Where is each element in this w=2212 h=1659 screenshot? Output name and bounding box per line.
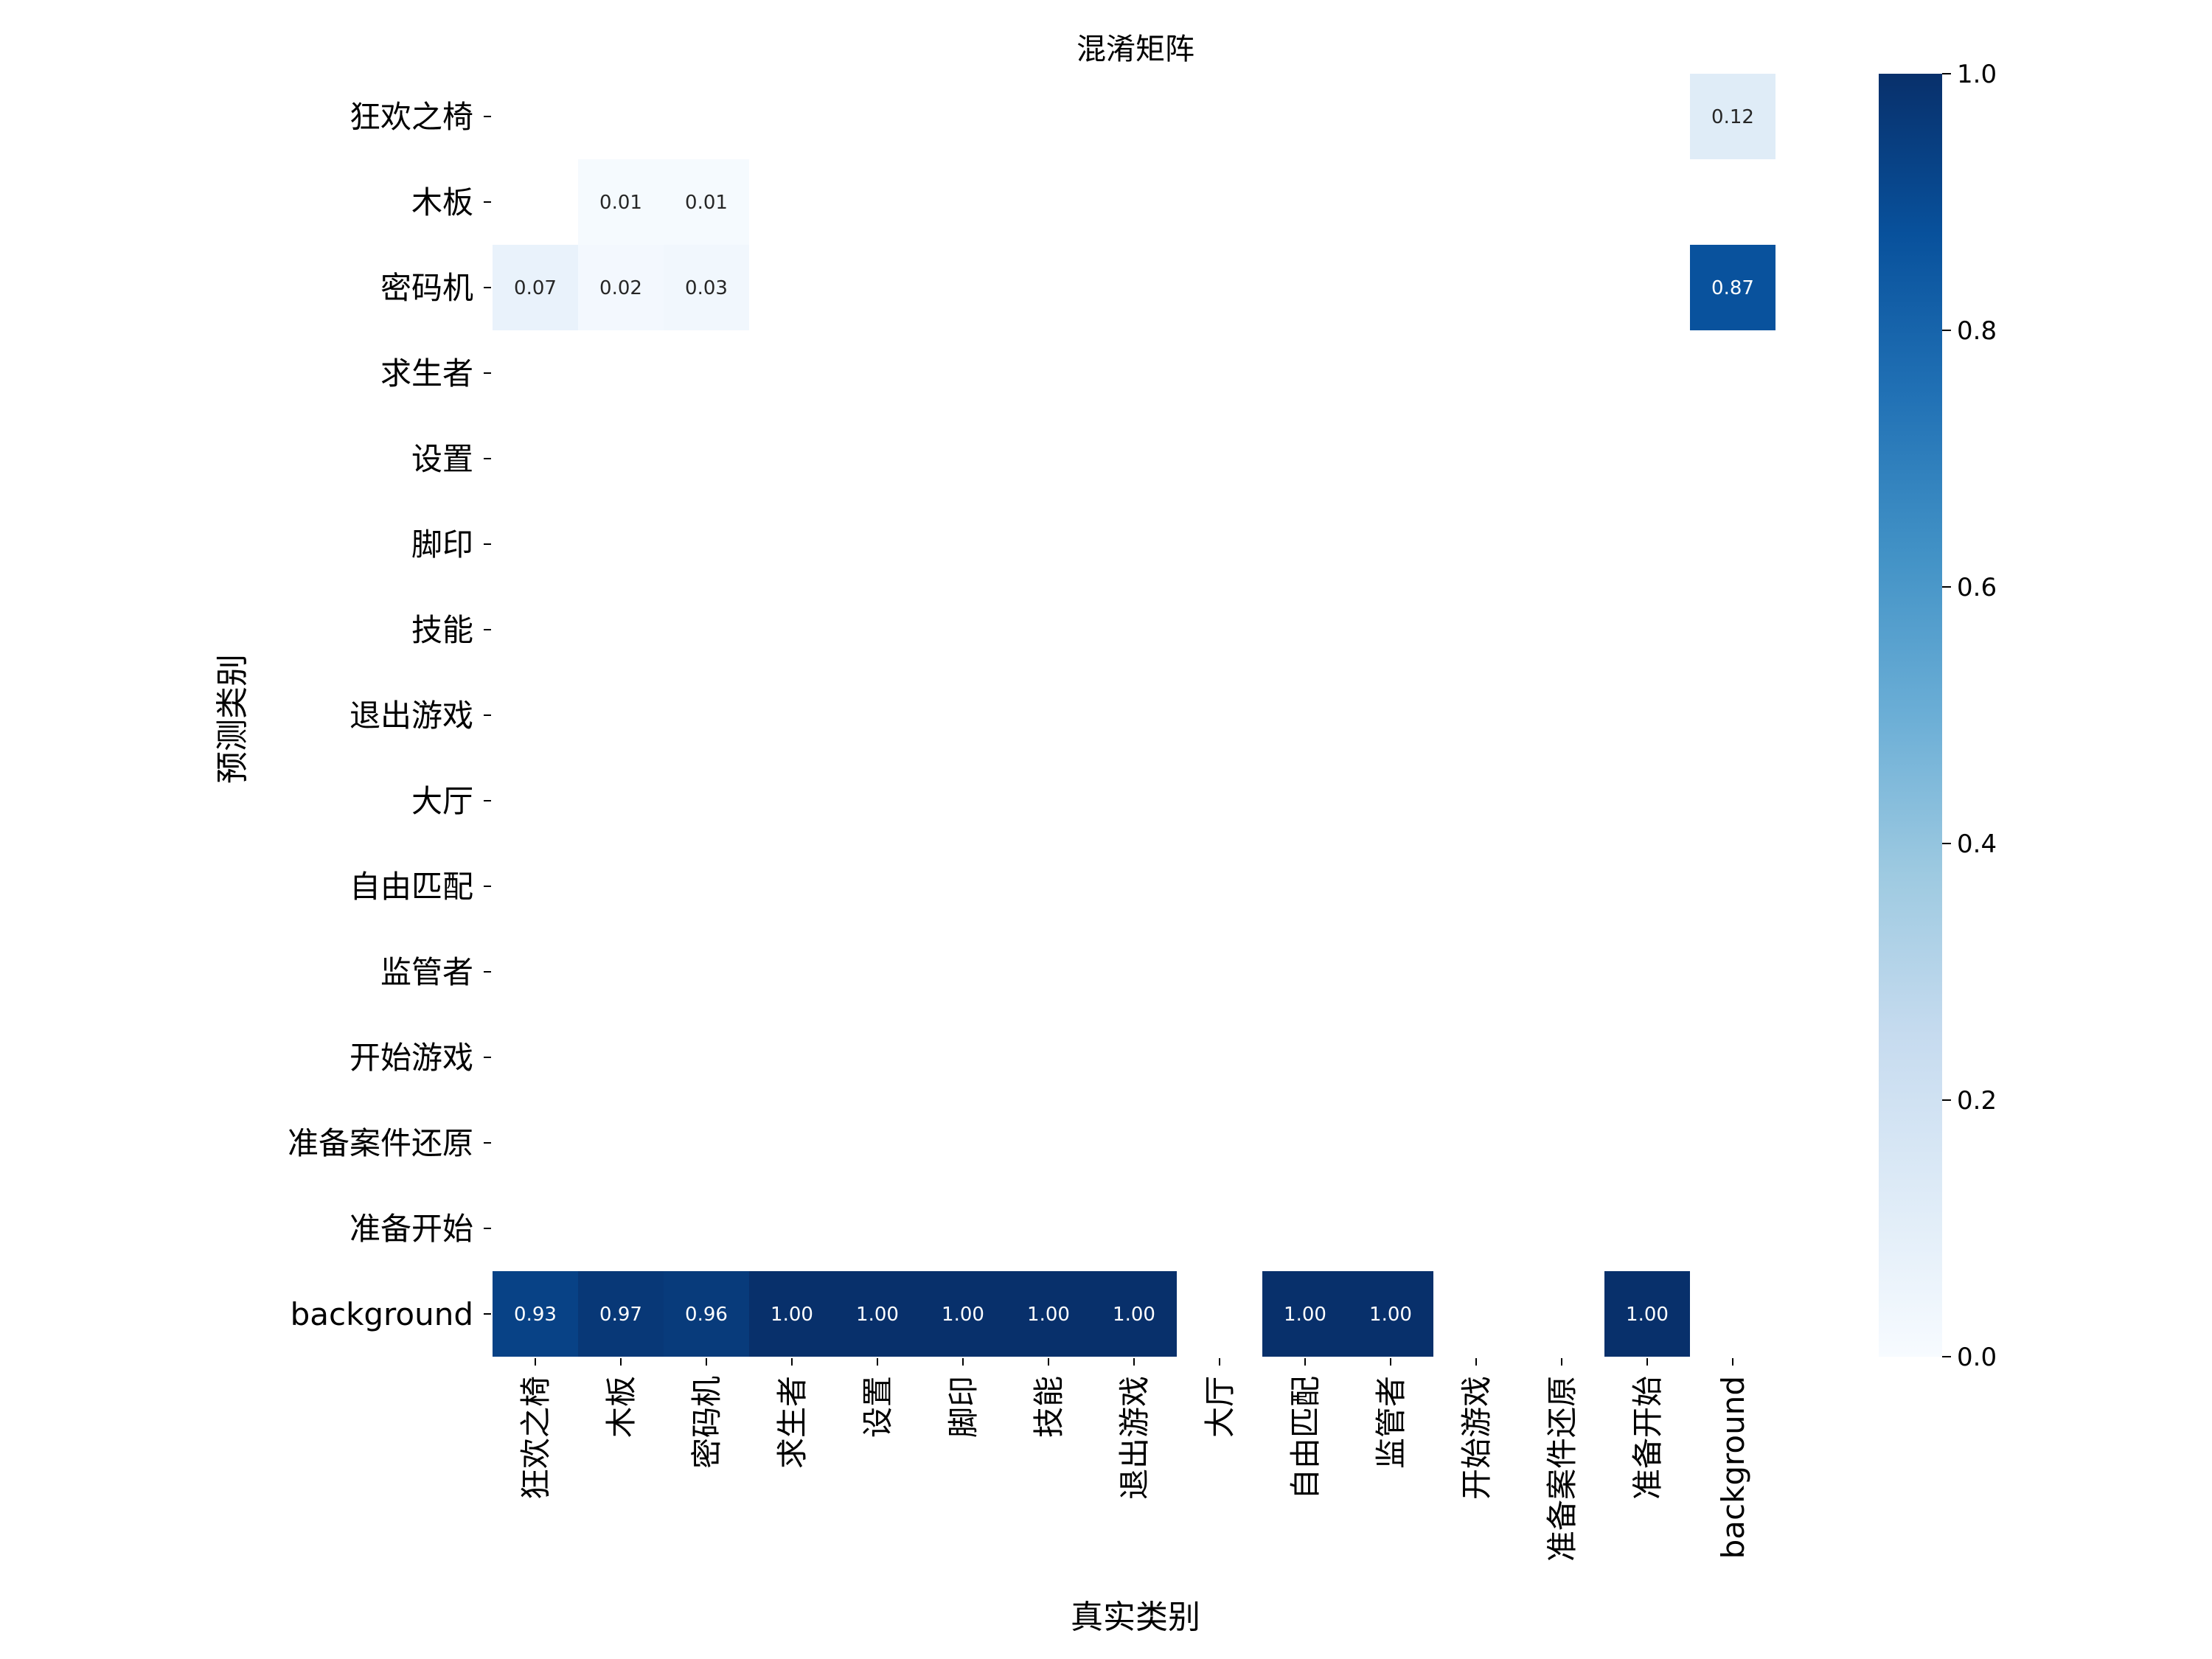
x-tick-label: 退出游戏	[1116, 1376, 1152, 1500]
heatmap-cell	[1006, 1271, 1091, 1357]
cell-value-label: 0.03	[685, 277, 728, 299]
y-axis-title: 预测类别	[214, 654, 251, 784]
colorbar	[1879, 74, 1942, 1357]
heatmap-cell	[664, 245, 749, 330]
x-tick-label: 木板	[603, 1376, 639, 1438]
y-tick-label: 准备开始	[349, 1211, 473, 1247]
colorbar-tick-label: 0.6	[1957, 573, 1997, 602]
x-tick-label: 开始游戏	[1458, 1376, 1495, 1500]
x-tick-label: 密码机	[689, 1376, 725, 1469]
y-tick-label: 准备案件还原	[288, 1125, 473, 1161]
cell-value-label: 0.96	[685, 1304, 728, 1326]
y-tick-label: 密码机	[380, 270, 473, 306]
heatmap-cell	[664, 1271, 749, 1357]
colorbar-tick-label: 0.4	[1957, 830, 1997, 859]
y-tick-label: 大厅	[411, 783, 473, 819]
x-tick-label: background	[1715, 1376, 1751, 1559]
cell-value-label: 1.00	[1284, 1304, 1326, 1326]
x-tick-label: 大厅	[1202, 1376, 1238, 1438]
x-tick-label: 脚印	[945, 1376, 981, 1438]
cell-value-label: 1.00	[1626, 1304, 1669, 1326]
cell-value-label: 0.12	[1711, 106, 1754, 128]
heatmap-cell	[578, 1271, 664, 1357]
cell-value-label: 0.01	[685, 192, 728, 214]
heatmap-cell	[749, 1271, 835, 1357]
y-tick-label: 狂欢之椅	[349, 99, 473, 135]
cell-value-label: 0.07	[514, 277, 557, 299]
cell-value-label: 0.97	[599, 1304, 642, 1326]
x-tick-label: 技能	[1031, 1376, 1067, 1438]
cell-value-label: 1.00	[856, 1304, 899, 1326]
colorbar-tick-label: 0.0	[1957, 1343, 1997, 1372]
heatmap-cell	[664, 159, 749, 245]
cell-value-label: 1.00	[771, 1304, 813, 1326]
heatmap-cell	[493, 1271, 578, 1357]
x-tick-label: 求生者	[774, 1376, 810, 1469]
x-tick-label: 准备开始	[1630, 1376, 1666, 1500]
y-tick-label: 技能	[411, 612, 473, 648]
y-tick-label: 开始游戏	[349, 1040, 473, 1076]
y-tick-label: 求生者	[380, 355, 473, 392]
heatmap-cell	[1262, 1271, 1348, 1357]
heatmap-cell	[578, 245, 664, 330]
x-tick-label: 监管者	[1373, 1376, 1409, 1469]
y-tick-label: 退出游戏	[349, 698, 473, 734]
y-tick-label: 脚印	[411, 526, 473, 563]
heatmap-cell	[920, 1271, 1006, 1357]
cell-value-label: 0.93	[514, 1304, 557, 1326]
x-axis-title: 真实类别	[1071, 1599, 1200, 1636]
heatmap-cells	[493, 74, 1775, 1357]
y-tick-label: background	[291, 1296, 473, 1332]
cell-value-label: 1.00	[942, 1304, 984, 1326]
heatmap-cell	[493, 245, 578, 330]
cell-value-label: 1.00	[1027, 1304, 1070, 1326]
cell-value-label: 1.00	[1369, 1304, 1412, 1326]
y-tick-label: 监管者	[380, 954, 473, 990]
heatmap-cell	[578, 159, 664, 245]
chart-title: 混淆矩阵	[1077, 32, 1194, 66]
heatmap-cell	[1604, 1271, 1690, 1357]
colorbar-tick-label: 0.8	[1957, 316, 1997, 346]
x-tick-label: 准备案件还原	[1544, 1376, 1580, 1562]
heatmap-cell	[1690, 245, 1775, 330]
x-tick-label: 自由匹配	[1287, 1376, 1324, 1500]
x-axis-ticks: 狂欢之椅 木板 密码机 求生者 设置 脚印 技能 退出游戏 大厅 自由匹配 监管者 开始游戏 准备案件还…	[518, 1358, 1751, 1562]
heatmap-cell	[1091, 1271, 1177, 1357]
cell-value-label: 1.00	[1113, 1304, 1155, 1326]
heatmap-cell	[1690, 74, 1775, 159]
cell-value-label: 0.02	[599, 277, 642, 299]
cell-value-label: 0.01	[599, 192, 642, 214]
cell-value-label: 0.87	[1711, 277, 1754, 299]
heatmap-cell-labels: 0.12 0.01 0.01 0.07 0.02 0.03 0.87 0.93 0.97 0.96…	[514, 106, 1754, 1326]
y-tick-label: 木板	[411, 184, 473, 220]
colorbar-tick-label: 1.0	[1957, 60, 1997, 89]
y-tick-label: 自由匹配	[349, 869, 473, 905]
heatmap-cell	[1348, 1271, 1433, 1357]
y-axis-ticks: 狂欢之椅木板密码机求生者设置脚印技能退出游戏大厅自由匹配监管者开始游戏准备案件还…	[288, 99, 491, 1332]
x-tick-label: 狂欢之椅	[518, 1376, 554, 1500]
colorbar-ticks: 0.0 0.2 0.4 0.6 0.8 1.0	[1942, 60, 1997, 1372]
y-tick-label: 设置	[411, 441, 473, 477]
x-tick-label: 设置	[860, 1376, 896, 1438]
colorbar-tick-label: 0.2	[1957, 1086, 1997, 1116]
heatmap-cell	[835, 1271, 920, 1357]
